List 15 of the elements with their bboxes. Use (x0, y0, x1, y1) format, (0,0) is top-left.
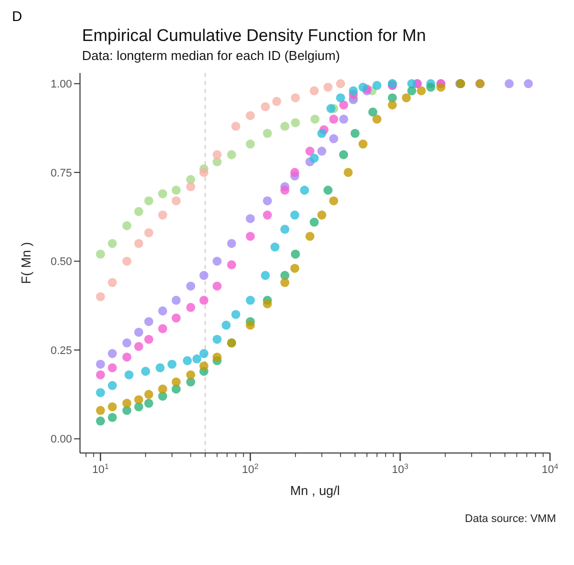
chart-subtitle: Data: longterm median for each ID (Belgium) (82, 48, 341, 63)
y-tick-label: 0.50 (50, 256, 72, 268)
x-tick-label: 10$^{4}$ (542, 462, 559, 476)
y-tick-label: 1.00 (50, 78, 72, 91)
x-tick-label: 10$^{3}$ (392, 462, 408, 476)
x-axis-title: Mn , ug/l (290, 483, 340, 498)
y-tick-label: 0.00 (50, 434, 72, 446)
y-tick-label: 0.75 (50, 167, 72, 180)
source-note: Data source: VMM (464, 513, 557, 525)
x-tick-label: 10$^{1}$ (92, 462, 109, 476)
y-tick-label: 0.25 (50, 344, 72, 357)
text: D (11, 8, 24, 26)
x-tick-label: 10$^{2}$ (242, 462, 259, 476)
y-axis-title: F( Mn ) (18, 242, 34, 284)
chart-title: Empirical Cumulative Density Function for Mn (82, 26, 427, 46)
